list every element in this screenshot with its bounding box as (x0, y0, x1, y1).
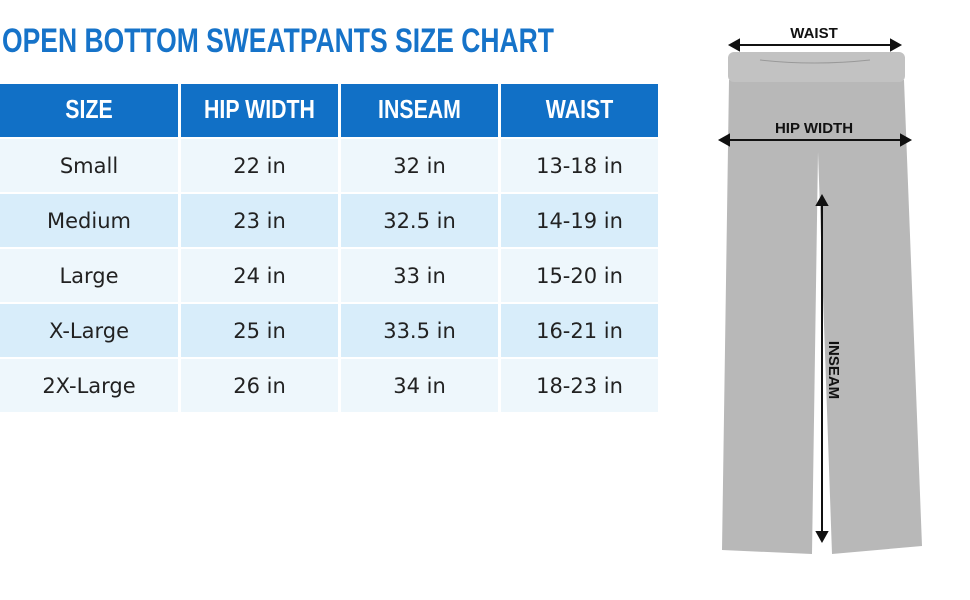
cell-text: 14-19 in (536, 209, 623, 233)
pants-legs (722, 80, 922, 554)
table-cell (0, 304, 178, 357)
column-header: HIP WIDTH (204, 95, 315, 125)
pants-waistband (728, 52, 905, 82)
table-cell (341, 249, 498, 302)
size-table: SIZE HIP WIDTH INSEAM WAIST Small 22 in 32 in 1… (0, 84, 658, 412)
cell-text: 22 in (233, 154, 286, 178)
table-cell (0, 139, 178, 192)
header-cell (501, 84, 658, 137)
table-cell (181, 194, 338, 247)
cell-text: 15-20 in (536, 264, 623, 288)
header-cell (181, 84, 338, 137)
column-header: SIZE (65, 95, 112, 125)
cell-text: 13-18 in (536, 154, 623, 178)
table-cell (181, 249, 338, 302)
column-header: WAIST (546, 95, 614, 125)
table-cell (501, 139, 658, 192)
cell-text: Small (60, 154, 118, 178)
table-cell (501, 304, 658, 357)
cell-text: 18-23 in (536, 374, 623, 398)
table-cell (181, 139, 338, 192)
table-cell (181, 359, 338, 412)
header-cell (341, 84, 498, 137)
table-cell (341, 194, 498, 247)
pants-diagram: WAIST HIP WIDTH INSEAM (717, 25, 922, 554)
table-cell (501, 249, 658, 302)
hip-width-label: HIP WIDTH (775, 120, 853, 137)
cell-text: 23 in (233, 209, 286, 233)
cell-text: 26 in (233, 374, 286, 398)
table-cell (0, 359, 178, 412)
table-cell (341, 139, 498, 192)
drawstring (759, 59, 871, 64)
waist-label: WAIST (790, 25, 838, 42)
cell-text: 33.5 in (383, 319, 456, 343)
cell-text: 25 in (233, 319, 286, 343)
cell-text: Medium (47, 209, 131, 233)
cell-text: 32.5 in (383, 209, 456, 233)
header-cell (0, 84, 178, 137)
table-cell (341, 359, 498, 412)
cell-text: X-Large (49, 319, 129, 343)
table-cell (0, 249, 178, 302)
cell-text: 32 in (393, 154, 446, 178)
cell-text: 16-21 in (536, 319, 623, 343)
cell-text: Large (59, 264, 118, 288)
inseam-arrowheads (815, 193, 829, 544)
table-cell (181, 304, 338, 357)
cell-text: 34 in (393, 374, 446, 398)
table-cell (501, 194, 658, 247)
hip-arrowheads (717, 133, 913, 147)
table-cell (341, 304, 498, 357)
cell-text: 33 in (393, 264, 446, 288)
page-title: OPEN BOTTOM SWEATPANTS SIZE CHART (2, 22, 554, 60)
column-header: INSEAM (378, 95, 461, 125)
table-cell (501, 359, 658, 412)
cell-text: 24 in (233, 264, 286, 288)
inseam-label: INSEAM (825, 341, 842, 399)
table-cell (0, 194, 178, 247)
cell-text: 2X-Large (42, 374, 135, 398)
waist-arrowheads (727, 38, 903, 52)
